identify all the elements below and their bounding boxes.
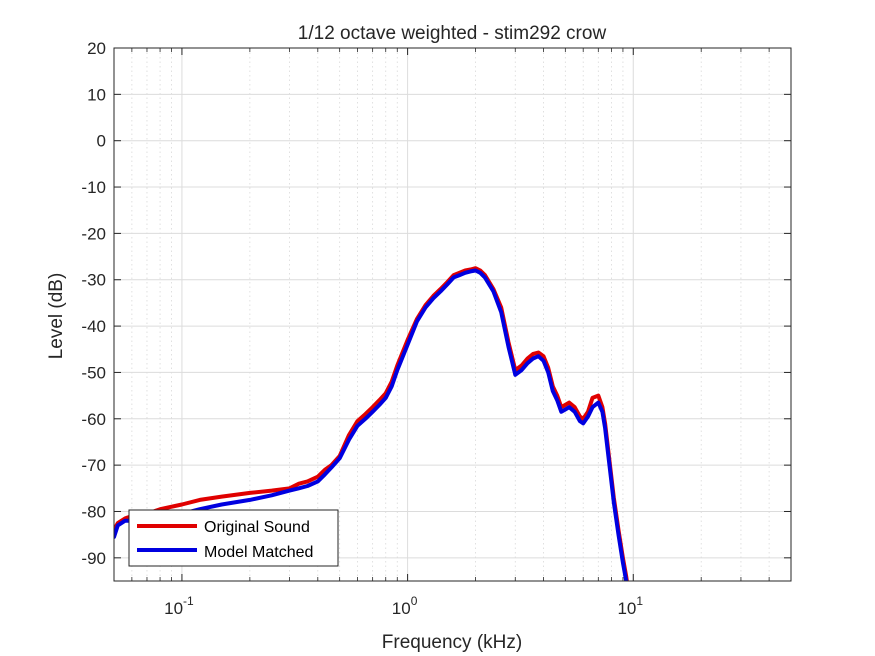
y-tick-label: -30: [81, 271, 106, 290]
x-tick-label: 101: [617, 594, 643, 618]
y-tick-label: -50: [81, 363, 106, 382]
y-tick-label: 10: [87, 85, 106, 104]
x-tick-label: 100: [392, 594, 418, 618]
y-tick-label: -90: [81, 549, 106, 568]
series-line-model-matched: [114, 268, 629, 581]
legend-box: [128, 509, 339, 567]
y-tick-label: -40: [81, 317, 106, 336]
tick-layer: [114, 47, 791, 581]
x-tick-label: 10-1: [164, 594, 194, 618]
y-axis-label: Level (dB): [46, 273, 67, 360]
y-tick-labels: 20 10 0 -10 -20 -30 -40 -50 -60 -70 -80 -90: [81, 39, 106, 568]
x-tick-labels: 10-1 100 101: [164, 594, 643, 618]
chart-title: 1/12 octave weighted - stim292 crow: [298, 23, 607, 44]
legend-label-model: Model Matched: [204, 544, 313, 561]
y-tick-label: 0: [97, 132, 106, 151]
x-axis-label: Frequency (kHz): [382, 632, 522, 653]
y-tick-label: -60: [81, 410, 106, 429]
minor-grid: [131, 48, 770, 581]
legend-label-original: Original Sound: [204, 519, 310, 536]
series-line-original-sound: [114, 266, 629, 581]
y-tick-label: 20: [87, 39, 106, 58]
axes-box: [113, 47, 792, 582]
series-layer: [114, 266, 629, 581]
plot-area: [114, 48, 791, 581]
y-tick-label: -70: [81, 456, 106, 475]
legend: Original Sound Model Matched: [128, 509, 339, 567]
y-tick-label: -80: [81, 502, 106, 521]
y-tick-label: -20: [81, 224, 106, 243]
y-tick-label: -10: [81, 178, 106, 197]
